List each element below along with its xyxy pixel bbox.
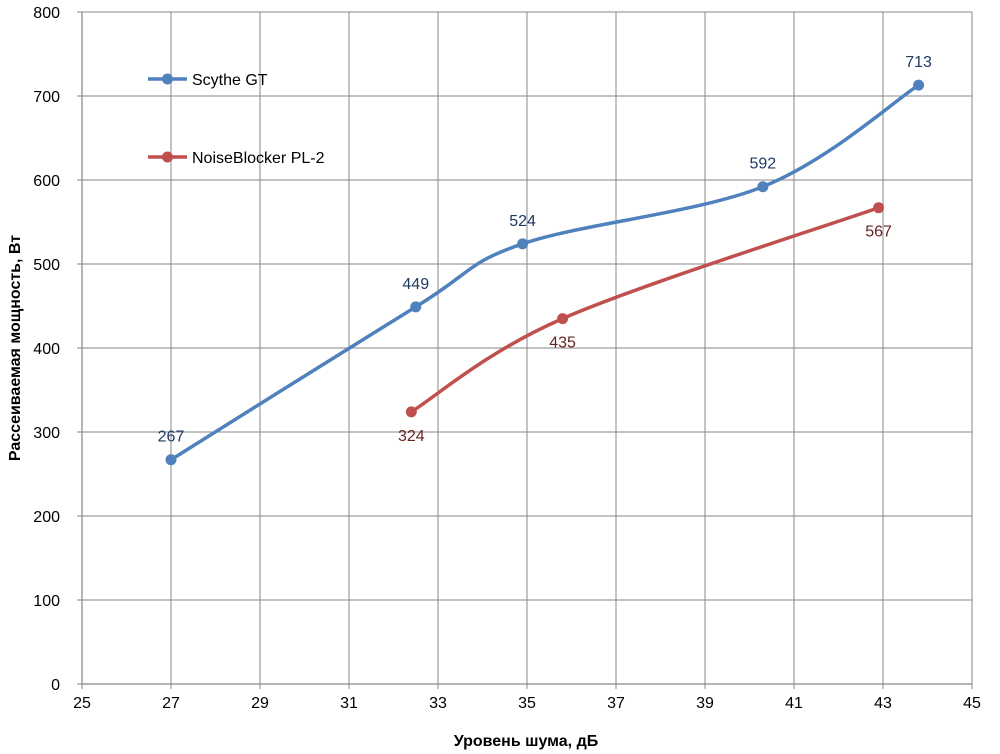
- y-tick-label: 300: [33, 425, 60, 442]
- data-label: 449: [402, 276, 429, 293]
- legend-label-2: NoiseBlocker PL-2: [192, 150, 325, 167]
- y-tick-label: 100: [33, 593, 60, 610]
- tick-labels: 25 27 29 31 33 35 37 39 41 43 45 0 100 200 300 400 500 60…: [33, 5, 981, 712]
- series: [165, 79, 925, 466]
- data-label: 713: [905, 54, 932, 71]
- legend: Scythe GT NoiseBlocker PL-2: [148, 72, 325, 167]
- y-tick-label: 200: [33, 509, 60, 526]
- data-label: 267: [158, 429, 185, 446]
- data-label: 592: [749, 156, 776, 173]
- y-tick-label: 800: [33, 5, 60, 22]
- x-tick-label: 29: [251, 695, 269, 712]
- data-label: 435: [549, 335, 576, 352]
- x-tick-label: 33: [429, 695, 447, 712]
- data-labels: 267 449 524 592 713 324 435 567: [158, 54, 932, 446]
- x-tick-label: 39: [696, 695, 714, 712]
- x-tick-label: 45: [963, 695, 981, 712]
- x-axis-title: Уровень шума, дБ: [454, 733, 598, 750]
- x-tick-label: 25: [73, 695, 91, 712]
- data-point-1-1: [165, 454, 177, 466]
- legend-label-1: Scythe GT: [192, 72, 268, 89]
- data-label: 324: [398, 428, 425, 445]
- y-tick-label: 600: [33, 173, 60, 190]
- data-point-1-4: [757, 181, 769, 193]
- grid: [82, 11, 973, 684]
- legend-marker-1: [162, 73, 173, 85]
- data-point-1-2: [410, 301, 422, 313]
- y-tick-label: 700: [33, 89, 60, 106]
- series-line-2: [409, 205, 881, 414]
- data-point-1-5: [913, 79, 925, 91]
- data-label: 567: [865, 224, 892, 241]
- y-tick-label: 0: [51, 677, 60, 694]
- axes: [77, 11, 973, 689]
- data-point-1-3: [517, 238, 529, 250]
- x-tick-label: 43: [874, 695, 892, 712]
- x-tick-label: 27: [162, 695, 180, 712]
- data-point-2-3: [873, 202, 885, 214]
- data-label: 524: [509, 213, 536, 230]
- legend-marker-2: [162, 151, 173, 163]
- series-line-1: [169, 83, 921, 462]
- y-tick-label: 400: [33, 341, 60, 358]
- y-tick-label: 500: [33, 257, 60, 274]
- x-tick-label: 35: [518, 695, 536, 712]
- x-tick-label: 31: [340, 695, 358, 712]
- x-tick-label: 41: [785, 695, 803, 712]
- y-axis-title: Рассеиваемая мощность, Вт: [7, 235, 24, 461]
- x-tick-label: 37: [607, 695, 625, 712]
- data-point-2-2: [557, 313, 569, 325]
- data-point-2-1: [405, 406, 417, 418]
